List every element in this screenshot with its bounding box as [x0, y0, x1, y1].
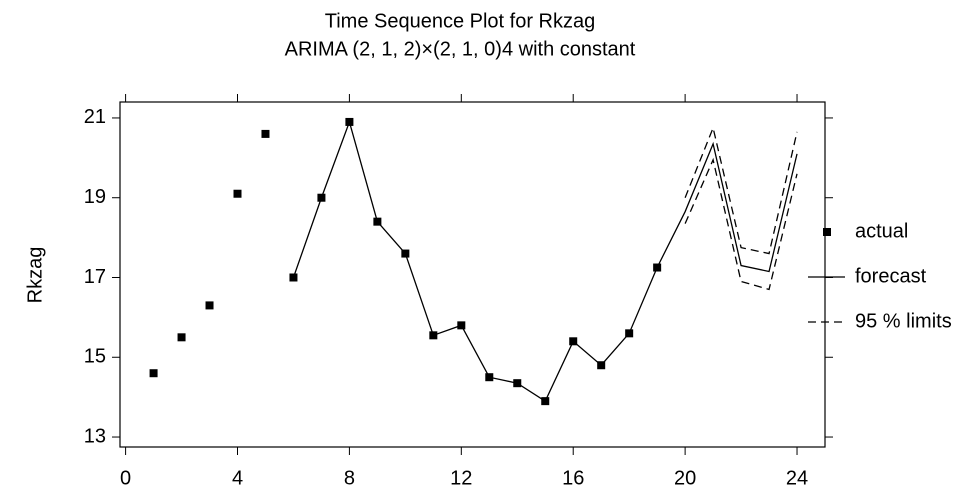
x-tick-label: 0	[120, 467, 131, 489]
x-tick-label: 12	[450, 467, 472, 489]
legend-label: forecast	[855, 265, 927, 287]
x-tick-label: 8	[344, 467, 355, 489]
y-axis-label: Rkzag	[24, 247, 46, 304]
lower-limit-line	[684, 157, 798, 291]
x-tick-label: 16	[562, 467, 584, 489]
chart-title: Time Sequence Plot for Rkzag	[325, 10, 596, 32]
upper-limit-line	[684, 125, 798, 255]
y-tick-label: 19	[84, 186, 106, 208]
chart-subtitle: ARIMA (2, 1, 2)×(2, 1, 0)4 with constant	[285, 38, 636, 60]
point	[261, 129, 270, 138]
y-tick-label: 17	[84, 266, 106, 288]
x-tick-label: 4	[232, 467, 243, 489]
x-tick-label: 24	[786, 467, 808, 489]
plot-frame	[119, 101, 826, 448]
x-tick-label: 20	[674, 467, 696, 489]
point	[233, 189, 242, 198]
y-tick-label: 15	[84, 346, 106, 368]
point	[149, 369, 158, 378]
legend-label: actual	[855, 220, 908, 242]
forecast-line	[292, 119, 798, 403]
y-tick-label: 13	[84, 425, 106, 447]
legend-label: 95 % limits	[855, 310, 952, 332]
y-tick-label: 21	[84, 106, 106, 128]
legend-marker	[823, 228, 831, 236]
point	[205, 301, 214, 310]
point	[177, 333, 186, 342]
